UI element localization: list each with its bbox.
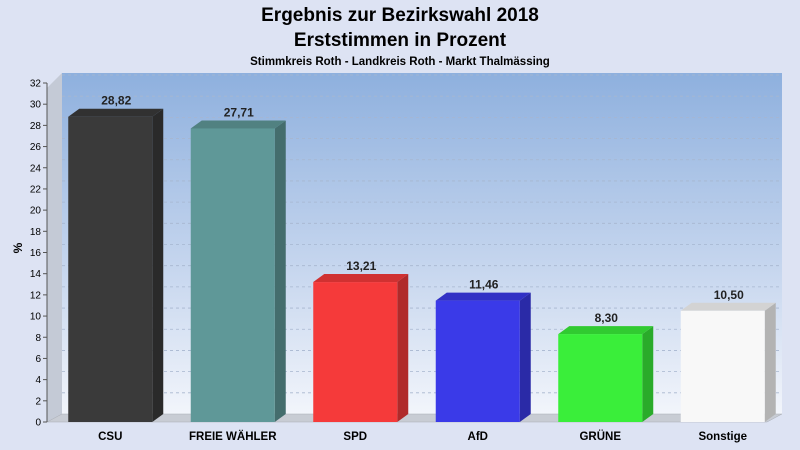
bar-value-label: 28,82 (101, 94, 131, 108)
chart-title-line2: Erststimmen in Prozent (294, 30, 507, 51)
y-tick-label: 20 (30, 206, 42, 217)
bar-side (642, 326, 654, 422)
bar-freie-w-hler: 27,71 (190, 105, 286, 422)
bar-top (68, 108, 164, 117)
bar-side (274, 120, 286, 422)
bars: 28,82 27,71 13,21 11,46 8,30 10,50 (68, 94, 776, 423)
x-tick-label: SPD (343, 431, 367, 443)
y-tick-label: 18 (30, 227, 42, 238)
y-tick-label: 2 (35, 396, 41, 407)
bar-value-label: 27,71 (224, 105, 254, 119)
y-tick-label: 12 (30, 290, 42, 301)
bar-front (435, 300, 520, 422)
x-tick-label: GRÜNE (579, 430, 621, 443)
bar-front (190, 128, 275, 422)
y-tick-label: 0 (35, 418, 41, 429)
bar-afd: 11,46 (435, 278, 531, 422)
bar-csu: 28,82 (68, 94, 164, 423)
y-tick-label: 28 (30, 121, 42, 132)
y-tick-label: 26 (30, 142, 42, 153)
bar-side (152, 108, 164, 423)
y-tick-label: 14 (30, 269, 42, 280)
chart-subtitle: Stimmkreis Roth - Landkreis Roth - Markt… (250, 56, 550, 68)
y-tick-label: 8 (35, 333, 41, 344)
x-tick-label: CSU (98, 431, 122, 443)
x-tick-label: Sonstige (698, 431, 747, 443)
y-tick-label: 32 (30, 79, 42, 90)
y-tick-label: 30 (30, 100, 42, 111)
bar-front (680, 310, 765, 422)
y-tick-label: 4 (35, 375, 41, 386)
bar-front (558, 334, 643, 422)
bar-value-label: 10,50 (714, 288, 744, 302)
y-tick-label: 10 (30, 312, 42, 323)
chart-title: Ergebnis zur Bezirkswahl 2018 (261, 5, 539, 26)
bar-top (190, 120, 286, 129)
bar-side (764, 302, 776, 422)
y-tick-label: 6 (35, 354, 41, 365)
x-tick-label: FREIE WÄHLER (189, 430, 277, 443)
bar-spd: 13,21 (313, 259, 409, 422)
bar-side (519, 292, 531, 422)
bar-top (680, 302, 776, 311)
bar-top (558, 326, 654, 335)
bar-top (313, 274, 409, 283)
bar-front (68, 116, 153, 423)
bar-top (435, 292, 531, 301)
bar-sonstige: 10,50 (680, 288, 776, 422)
x-tick-label: AfD (468, 431, 488, 443)
bar-gr-ne: 8,30 (558, 311, 654, 422)
bar-value-label: 8,30 (595, 311, 619, 325)
y-axis-label: % (11, 242, 25, 253)
bar-front (313, 282, 398, 422)
y-tick-label: 16 (30, 248, 42, 259)
bar-value-label: 11,46 (469, 278, 499, 292)
bar-value-label: 13,21 (346, 259, 376, 273)
y-tick-label: 24 (30, 163, 42, 174)
y-tick-label: 22 (30, 184, 42, 195)
x-axis: CSU FREIE WÄHLER SPD AfD GRÜNE Sonstige (98, 430, 747, 443)
bar-side (397, 274, 409, 422)
